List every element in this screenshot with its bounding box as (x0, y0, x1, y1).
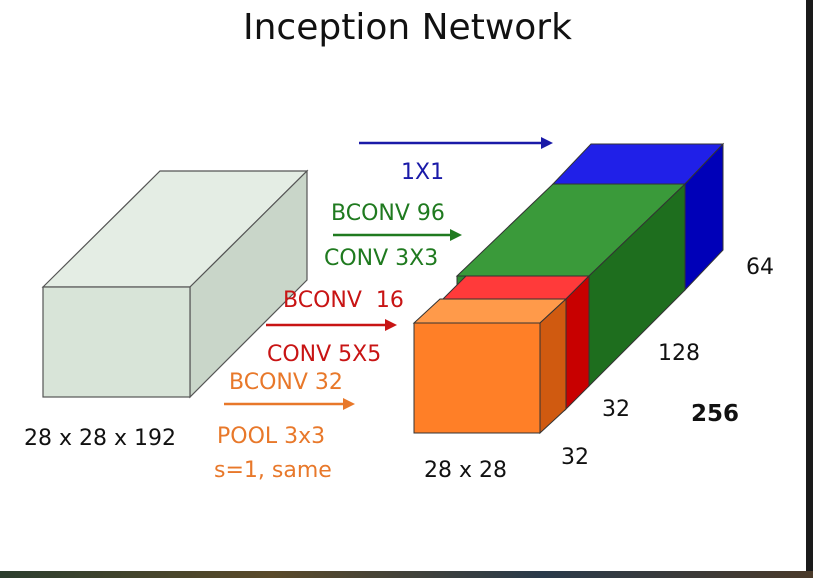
screen-edge-right (806, 0, 813, 578)
branch-5x5-conv-label: CONV 5X5 (267, 342, 382, 367)
branch-pool-stride-label: s=1, same (214, 458, 332, 483)
arrow-1x1 (359, 137, 553, 149)
output-spatial-label: 28 x 28 (424, 458, 507, 483)
branch-pool-label: POOL 3x3 (217, 424, 326, 449)
arrow-5x5 (266, 319, 397, 331)
branch-3x3-conv-label: CONV 3X3 (324, 246, 439, 271)
arrow-pool (224, 398, 355, 410)
output-block-pool (412, 297, 568, 435)
depth-32-orange-label: 32 (561, 445, 589, 470)
branch-pool-bconv-label: BCONV 32 (229, 370, 343, 395)
input-dims-label: 28 x 28 x 192 (24, 426, 176, 451)
block-5x5-top (440, 275, 591, 301)
input-volume-front (42, 286, 191, 398)
depth-64-label: 64 (746, 255, 774, 280)
slide-title: Inception Network (243, 7, 572, 48)
screen-edge-bottom (0, 571, 813, 578)
depth-32-red-label: 32 (602, 397, 630, 422)
branch-1x1-label: 1X1 (401, 160, 445, 185)
total-depth-label: 256 (691, 401, 740, 427)
block-pool-side (539, 297, 567, 435)
branch-3x3-bconv-label: BCONV 96 (331, 201, 445, 226)
branch-5x5-bconv-label: BCONV 16 (283, 288, 404, 313)
input-volume (41, 169, 309, 399)
arrow-3x3 (333, 229, 462, 241)
depth-128-label: 128 (658, 341, 700, 366)
block-5x5-side (564, 274, 590, 412)
block-pool-front (413, 322, 541, 434)
